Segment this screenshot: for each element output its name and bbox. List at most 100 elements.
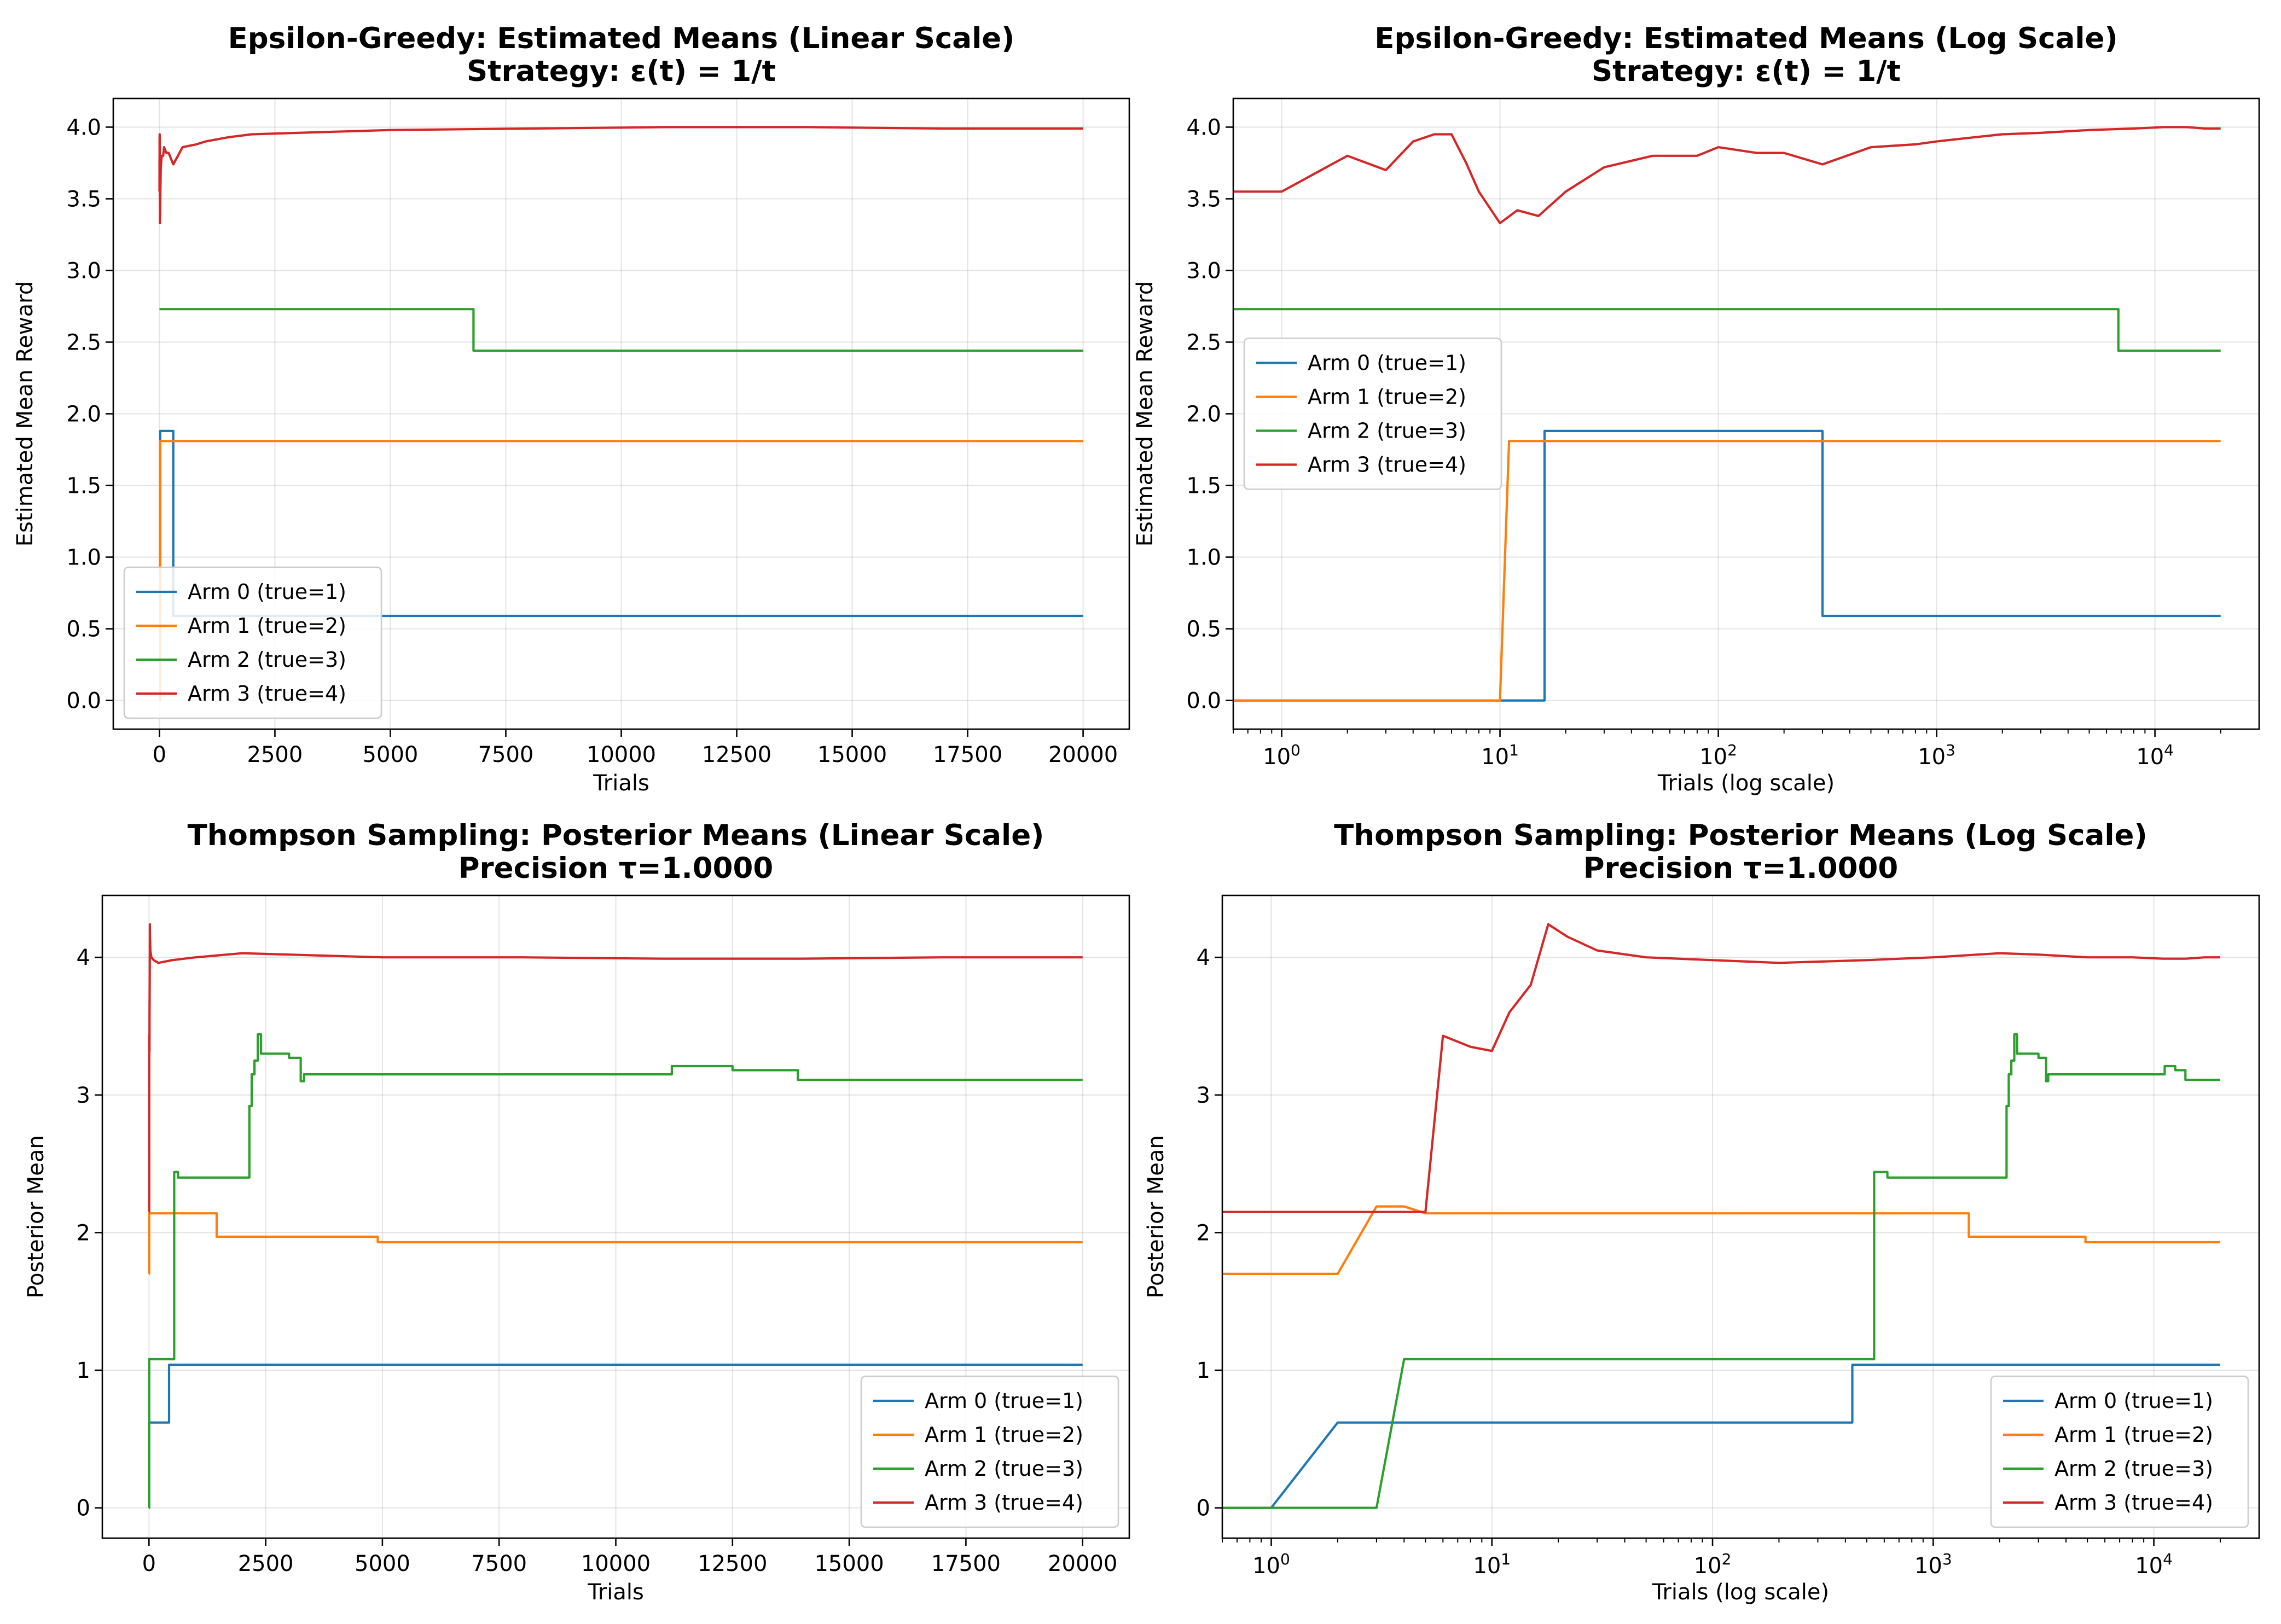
legend-label-arm-1: Arm 1 (true=2): [925, 1423, 1083, 1447]
plot-area: [1222, 923, 2220, 1509]
y-axis-label: Posterior Mean: [1144, 1135, 1169, 1298]
x-tick-label: 17500: [931, 1551, 1001, 1576]
y-tick-label: 2.0: [66, 402, 101, 427]
series-line-arm-3: [148, 923, 1083, 1213]
axes-frame: [101, 894, 1130, 1539]
x-tick-label: 10000: [587, 742, 656, 767]
x-tick-label: 12500: [702, 742, 771, 767]
y-tick-label: 3.5: [66, 187, 101, 212]
subplot-ts_log: Thompson Sampling: Posterior Means (Log …: [1144, 819, 2260, 1605]
y-tick-label: 3.0: [66, 258, 101, 283]
legend-label-arm-1: Arm 1 (true=2): [1308, 385, 1466, 409]
y-tick-label: 3: [77, 1083, 90, 1108]
x-tick-label: 104: [2136, 741, 2174, 770]
series-line-arm-2: [148, 1033, 1083, 1509]
plot-area: [148, 923, 1083, 1509]
y-tick-label: 2.0: [1186, 402, 1221, 427]
legend-label-arm-3: Arm 3 (true=4): [1308, 453, 1466, 477]
x-tick-label: 103: [1914, 1550, 1952, 1579]
x-tick-label: 103: [1918, 741, 1955, 770]
legend: Arm 0 (true=1) Arm 1 (true=2) Arm 2 (true=…: [123, 566, 382, 719]
y-tick-label: 0.5: [66, 617, 101, 642]
y-axis-label: Estimated Mean Reward: [13, 281, 38, 546]
x-tick-label: 100: [1263, 741, 1301, 770]
legend-box: [1243, 337, 1502, 490]
x-tick-label: 15000: [814, 1551, 884, 1576]
legend-box: [1990, 1375, 2249, 1528]
chart-title-line-1: Epsilon-Greedy: Estimated Means (Linear …: [228, 22, 1015, 55]
chart-title-line-1: Thompson Sampling: Posterior Means (Log …: [1334, 819, 2147, 852]
legend-label-arm-2: Arm 2 (true=3): [925, 1457, 1083, 1481]
plot-area: [1233, 126, 2221, 702]
axes-frame: [1232, 97, 2260, 730]
legend-label-arm-0: Arm 0 (true=1): [1308, 351, 1466, 375]
x-tick-label: 20000: [1048, 1551, 1117, 1576]
series-line-arm-3: [158, 126, 1083, 225]
y-tick-label: 1: [1197, 1358, 1210, 1383]
subplot-eg_linear: Epsilon-Greedy: Estimated Means (Linear …: [13, 22, 1130, 796]
y-axis-label: Estimated Mean Reward: [1133, 281, 1158, 546]
y-tick-label: 0: [77, 1496, 90, 1521]
y-tick-label: 0.0: [1186, 689, 1221, 714]
x-tick-label: 17500: [933, 742, 1002, 767]
chart-title-line-1: Thompson Sampling: Posterior Means (Line…: [188, 819, 1044, 852]
x-tick-label: 0: [142, 1551, 156, 1576]
y-tick-label: 1: [77, 1358, 90, 1383]
y-tick-label: 2.5: [66, 330, 101, 355]
legend: Arm 0 (true=1) Arm 1 (true=2) Arm 2 (true=…: [1990, 1375, 2249, 1528]
x-axis-label: Trials: [587, 1580, 644, 1605]
x-tick-label: 2500: [247, 742, 303, 767]
y-tick-label: 1.5: [1186, 474, 1221, 499]
y-tick-label: 2: [1197, 1220, 1210, 1245]
y-tick-label: 2.5: [1186, 330, 1221, 355]
chart-title-line-2: Precision τ=1.0000: [458, 852, 774, 885]
legend-label-arm-2: Arm 2 (true=3): [1308, 419, 1466, 443]
y-axis-label: Posterior Mean: [24, 1135, 49, 1298]
y-tick-label: 0.0: [66, 689, 101, 714]
y-tick-label: 4.0: [66, 115, 101, 140]
chart-title-line-1: Epsilon-Greedy: Estimated Means (Log Sca…: [1374, 22, 2117, 55]
legend-label-arm-1: Arm 1 (true=2): [188, 614, 346, 638]
x-tick-label: 12500: [698, 1551, 767, 1576]
legend-label-arm-0: Arm 0 (true=1): [2054, 1389, 2213, 1413]
x-tick-label: 0: [153, 742, 166, 767]
legend-label-arm-3: Arm 3 (true=4): [925, 1491, 1083, 1515]
legend: Arm 0 (true=1) Arm 1 (true=2) Arm 2 (true=…: [1243, 337, 1502, 490]
axes-frame: [1221, 894, 2260, 1539]
x-tick-label: 100: [1252, 1550, 1290, 1579]
x-tick-label: 101: [1473, 1550, 1511, 1579]
x-tick-label: 2500: [238, 1551, 294, 1576]
chart-title-line-2: Strategy: ε(t) = 1/t: [1592, 55, 1901, 88]
x-tick-label: 15000: [817, 742, 887, 767]
series-line-arm-3: [1233, 126, 2221, 225]
y-tick-label: 3.0: [1186, 258, 1221, 283]
x-tick-label: 101: [1481, 741, 1519, 770]
series-line-arm-1: [148, 1212, 1083, 1275]
series-line-arm-2: [159, 308, 1083, 352]
legend-label-arm-3: Arm 3 (true=4): [2054, 1491, 2213, 1515]
legend-label-arm-2: Arm 2 (true=3): [188, 648, 346, 672]
y-tick-label: 0: [1197, 1496, 1210, 1521]
y-tick-label: 1.5: [66, 474, 101, 499]
x-tick-label: 104: [2135, 1550, 2173, 1579]
chart-title-line-2: Precision τ=1.0000: [1583, 852, 1899, 885]
legend-box: [860, 1375, 1119, 1528]
y-tick-label: 4.0: [1186, 115, 1221, 140]
x-tick-label: 102: [1694, 1550, 1732, 1579]
x-tick-label: 5000: [355, 1551, 410, 1576]
legend-label-arm-3: Arm 3 (true=4): [188, 682, 346, 706]
series-line-arm-1: [1233, 440, 2221, 702]
subplot-ts_linear: Thompson Sampling: Posterior Means (Line…: [24, 819, 1130, 1605]
chart-title-line-2: Strategy: ε(t) = 1/t: [467, 55, 776, 88]
y-tick-label: 0.5: [1186, 617, 1221, 642]
y-tick-label: 3: [1197, 1083, 1210, 1108]
subplot-eg_log: Epsilon-Greedy: Estimated Means (Log Sca…: [1133, 22, 2260, 796]
x-tick-label: 5000: [363, 742, 419, 767]
legend-label-arm-0: Arm 0 (true=1): [188, 580, 346, 604]
x-axis-label: Trials: [593, 771, 649, 796]
x-axis-label: Trials (log scale): [1652, 1580, 1829, 1605]
x-axis-label: Trials (log scale): [1657, 771, 1835, 796]
grid: [113, 98, 1129, 729]
axes-frame: [112, 97, 1130, 730]
x-tick-label: 102: [1699, 741, 1737, 770]
